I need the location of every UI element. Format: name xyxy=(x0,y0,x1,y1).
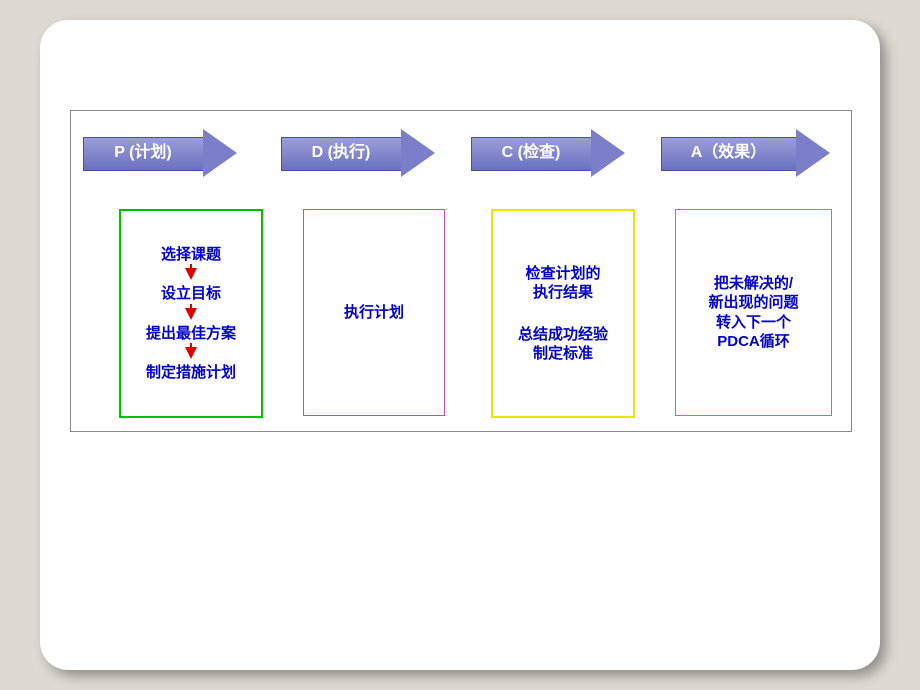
arrow-c: C (检查) xyxy=(471,129,631,177)
diagram-strip: P (计划) 选择课题 设立目标 提出最佳方案 制定措施计划 D (执行) 执行… xyxy=(70,110,852,432)
p-step-2: 设立目标 xyxy=(161,284,221,304)
arrow-p: P (计划) xyxy=(83,129,243,177)
p-step-3: 提出最佳方案 xyxy=(146,324,236,344)
c-line-3: 总结成功经验 xyxy=(518,325,608,345)
a-line-2: 新出现的问题 xyxy=(708,293,798,313)
c-line-4: 制定标准 xyxy=(533,344,593,364)
a-line-1: 把未解决的/ xyxy=(714,274,793,294)
down-arrow-icon xyxy=(185,268,197,280)
c-line-1: 检查计划的 xyxy=(525,264,600,284)
a-line-3: 转入下一个 xyxy=(716,313,791,333)
arrow-a-label: A（效果） xyxy=(661,137,796,169)
arrow-a: A（效果） xyxy=(661,129,836,177)
box-a: 把未解决的/ 新出现的问题 转入下一个 PDCA循环 xyxy=(675,209,832,416)
box-c: 检查计划的 执行结果 总结成功经验 制定标准 xyxy=(491,209,635,418)
down-arrow-icon xyxy=(185,308,197,320)
slide-card: P (计划) 选择课题 设立目标 提出最佳方案 制定措施计划 D (执行) 执行… xyxy=(40,20,880,670)
c-line-2: 执行结果 xyxy=(533,283,593,303)
arrow-d-label: D (执行) xyxy=(281,137,401,169)
box-p: 选择课题 设立目标 提出最佳方案 制定措施计划 xyxy=(119,209,263,418)
arrow-c-label: C (检查) xyxy=(471,137,591,169)
p-step-4: 制定措施计划 xyxy=(146,363,236,383)
d-step-1: 执行计划 xyxy=(344,303,404,323)
a-line-4: PDCA循环 xyxy=(717,332,790,352)
p-step-1: 选择课题 xyxy=(161,245,221,265)
arrow-d: D (执行) xyxy=(281,129,441,177)
down-arrow-icon xyxy=(185,347,197,359)
box-d: 执行计划 xyxy=(303,209,445,416)
arrow-p-label: P (计划) xyxy=(83,137,203,169)
